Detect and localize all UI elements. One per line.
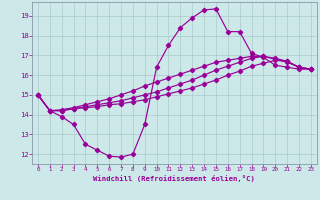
X-axis label: Windchill (Refroidissement éolien,°C): Windchill (Refroidissement éolien,°C) (93, 175, 255, 182)
